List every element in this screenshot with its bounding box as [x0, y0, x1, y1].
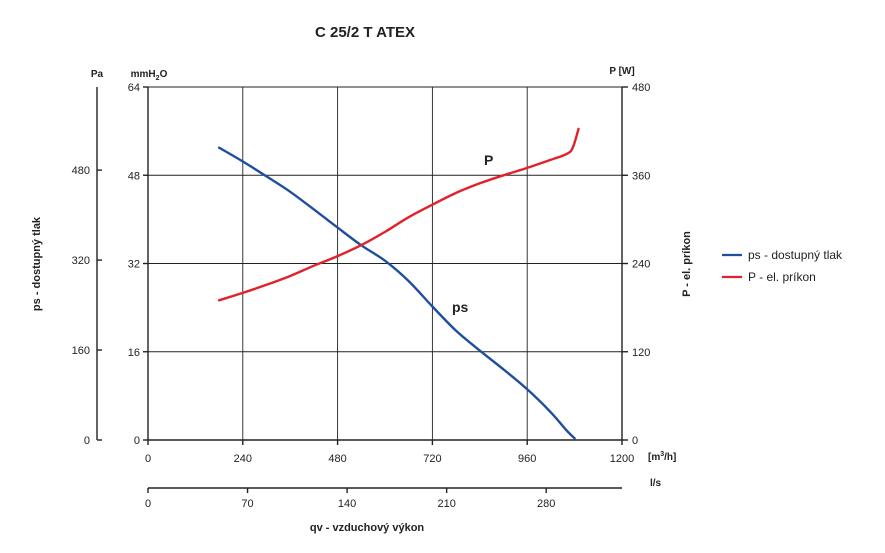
- legend-label-ps: ps - dostupný tlak: [748, 248, 843, 262]
- series-lines: [217, 127, 580, 440]
- legend: ps - dostupný tlak P - el. príkon: [722, 248, 843, 284]
- watt-tick-label-0: 0: [632, 435, 638, 447]
- legend-item-ps: ps - dostupný tlak: [722, 248, 843, 262]
- m3h-tick-label-0: 0: [145, 453, 151, 465]
- watt-ticks: 0 120 240 360 480: [622, 82, 650, 447]
- ls-tick-label-1: 70: [241, 498, 253, 510]
- m3h-tick-label-3: 720: [423, 453, 441, 465]
- mmh2o-unit-sub: 2: [156, 75, 160, 82]
- watt-unit-label: P [W]: [609, 66, 634, 77]
- mmh2o-unit-tail: O: [160, 69, 168, 80]
- mmh2o-tick-label-4: 64: [128, 82, 140, 94]
- y-right-axis-title: P - el. príkon: [681, 231, 693, 297]
- pa-tick-label-1: 160: [72, 345, 90, 357]
- m3h-tick-label-1: 240: [234, 453, 252, 465]
- mmh2o-unit-label: mmH2O: [131, 69, 168, 82]
- m3h-ticks: 0 240 480 720 960 1200: [145, 440, 634, 465]
- pa-tick-label-2: 320: [72, 255, 90, 267]
- m3h-unit-tail: /h]: [664, 452, 676, 463]
- pa-unit-label: Pa: [91, 69, 104, 80]
- mmh2o-tick-label-0: 0: [134, 435, 140, 447]
- series-line-ps: [217, 146, 576, 440]
- pa-ticks: 0 160 320 480: [72, 165, 102, 447]
- mmh2o-tick-label-2: 32: [128, 259, 140, 271]
- mmh2o-tick-label-3: 48: [128, 170, 140, 182]
- mmh2o-ticks: 0 16 32 48 64: [128, 82, 148, 447]
- mmh2o-unit-base: mmH: [131, 69, 156, 80]
- m3h-unit-base: [m: [648, 452, 660, 463]
- y-left-axis-title: ps - dostupný tlak: [31, 216, 43, 311]
- ls-tick-label-3: 210: [437, 498, 455, 510]
- watt-tick-label-1: 120: [632, 347, 650, 359]
- grid-lines: [147, 86, 623, 441]
- ls-tick-label-4: 280: [537, 498, 555, 510]
- curve-label-p: P: [484, 152, 493, 168]
- x-axis-title: qv - vzduchový výkon: [310, 522, 425, 534]
- legend-item-p: P - el. príkon: [722, 270, 816, 284]
- chart-title: C 25/2 T ATEX: [315, 24, 415, 41]
- curve-label-ps: ps: [452, 299, 469, 315]
- pa-tick-label-0: 0: [84, 435, 90, 447]
- watt-tick-label-3: 360: [632, 170, 650, 182]
- watt-tick-label-4: 480: [632, 82, 650, 94]
- pa-tick-label-3: 480: [72, 165, 90, 177]
- m3h-unit-label: [m3/h]: [648, 451, 676, 463]
- ls-ticks: 0 70 140 210 280: [145, 488, 555, 510]
- m3h-tick-label-2: 480: [328, 453, 346, 465]
- m3h-tick-label-5: 1200: [610, 453, 634, 465]
- m3h-tick-label-4: 960: [518, 453, 536, 465]
- legend-label-p: P - el. príkon: [748, 270, 816, 284]
- m3h-unit-sup: 3: [660, 451, 664, 458]
- ls-tick-label-2: 140: [338, 498, 356, 510]
- watt-tick-label-2: 240: [632, 259, 650, 271]
- mmh2o-tick-label-1: 16: [128, 347, 140, 359]
- curve-labels: ps P: [452, 152, 493, 315]
- ls-tick-label-0: 0: [145, 498, 151, 510]
- series-line-p: [217, 127, 580, 302]
- ls-unit-label: l/s: [650, 478, 662, 489]
